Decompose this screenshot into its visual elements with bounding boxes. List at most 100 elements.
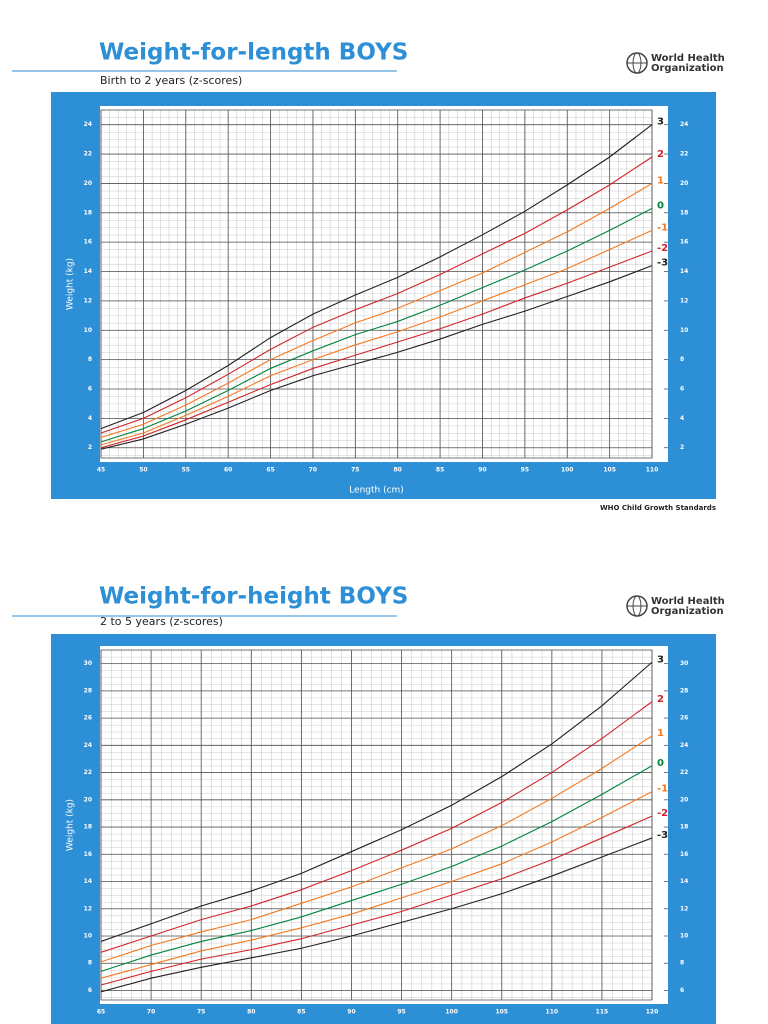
series-line — [100, 815, 653, 986]
x-tick-label: 65 — [266, 467, 274, 474]
y-tick-label-right: 14 — [680, 268, 688, 275]
y-tick-label-right: 8 — [680, 960, 684, 967]
y-tick-label-right: 16 — [680, 851, 688, 858]
x-tick-label: 80 — [247, 1009, 255, 1016]
chart-subtitle: 2 to 5 years (z-scores) — [100, 615, 223, 628]
chart-title: Weight-for-length BOYS — [99, 40, 408, 66]
y-tick-label-right: 4 — [680, 415, 684, 422]
y-tick-label: 6 — [88, 385, 92, 392]
x-tick-label: 55 — [182, 467, 190, 474]
x-tick-label: 90 — [478, 467, 486, 474]
series-line — [100, 837, 653, 993]
series-label: 2 — [657, 149, 664, 160]
y-axis-label: Weight (kg) — [66, 258, 76, 310]
plot-border — [100, 649, 653, 1001]
x-tick-label: 105 — [495, 1009, 508, 1016]
minor-grid — [101, 650, 652, 1000]
y-tick-label-right: 22 — [680, 769, 688, 776]
x-tick-label: 65 — [97, 1009, 105, 1016]
chart-title: Weight-for-height BOYS — [99, 584, 408, 610]
series-label: -3 — [657, 258, 668, 269]
y-tick-label: 8 — [88, 960, 92, 967]
series-line — [100, 156, 653, 434]
y-tick-label-right: 6 — [680, 987, 684, 994]
y-tick-label: 2 — [88, 444, 92, 451]
series-label: 0 — [657, 200, 664, 211]
org-name: World Health — [651, 596, 725, 607]
y-tick-label-right: 20 — [680, 180, 688, 187]
y-tick-label-right: 30 — [680, 660, 688, 667]
y-tick-label-right: 24 — [680, 742, 688, 749]
y-tick-label-right: 14 — [680, 878, 688, 885]
org-name: World Health — [651, 53, 725, 64]
y-tick-label: 26 — [84, 715, 92, 722]
series-line — [100, 124, 653, 430]
x-tick-label: 120 — [646, 1009, 659, 1016]
series-label: 2 — [657, 694, 664, 705]
y-tick-label: 14 — [84, 878, 92, 885]
y-tick-label: 24 — [84, 121, 92, 128]
y-tick-label-right: 18 — [680, 209, 688, 216]
x-tick-label: 75 — [197, 1009, 205, 1016]
series-line — [100, 229, 653, 446]
y-tick-label-right: 12 — [680, 297, 688, 304]
x-tick-label: 105 — [603, 467, 616, 474]
y-tick-label: 8 — [88, 356, 92, 363]
series-line — [100, 265, 653, 450]
y-tick-label: 28 — [84, 687, 92, 694]
series-line — [100, 661, 653, 942]
org-name: Organization — [651, 606, 724, 617]
x-tick-label: 115 — [596, 1009, 609, 1016]
series-label: -2 — [657, 808, 668, 819]
x-tick-label: 50 — [139, 467, 147, 474]
x-axis-label: Length (cm) — [349, 486, 404, 496]
x-tick-label: 110 — [546, 1009, 559, 1016]
y-tick-label: 20 — [84, 796, 92, 803]
series-label: 1 — [657, 175, 664, 186]
chart-subtitle: Birth to 2 years (z-scores) — [100, 74, 242, 87]
series-label: -2 — [657, 243, 668, 254]
series-line — [100, 701, 653, 953]
y-tick-label-right: 8 — [680, 356, 684, 363]
y-tick-label: 20 — [84, 180, 92, 187]
y-tick-label: 6 — [88, 987, 92, 994]
y-tick-label: 14 — [84, 268, 92, 275]
y-tick-label: 24 — [84, 742, 92, 749]
x-tick-label: 85 — [436, 467, 444, 474]
y-tick-label-right: 6 — [680, 385, 684, 392]
y-tick-label-right: 20 — [680, 796, 688, 803]
org-name: Organization — [651, 63, 724, 74]
series-label: -1 — [657, 222, 668, 233]
x-tick-label: 70 — [147, 1009, 155, 1016]
series-line — [100, 182, 653, 438]
y-tick-label: 16 — [84, 239, 92, 246]
y-tick-label: 18 — [84, 824, 92, 831]
x-tick-label: 100 — [445, 1009, 458, 1016]
x-tick-label: 110 — [646, 467, 659, 474]
series-label: -3 — [657, 830, 668, 841]
series-line — [100, 207, 653, 443]
series-label: 3 — [657, 117, 664, 128]
series-label: 0 — [657, 758, 664, 769]
series-line — [100, 250, 653, 449]
x-tick-label: 70 — [309, 467, 317, 474]
x-tick-label: 45 — [97, 467, 105, 474]
y-tick-label-right: 10 — [680, 327, 688, 334]
series-line — [100, 765, 653, 972]
series-line — [100, 791, 653, 979]
y-tick-label: 12 — [84, 905, 92, 912]
series-label: 3 — [657, 654, 664, 665]
plot-border — [100, 109, 653, 459]
y-tick-label: 16 — [84, 851, 92, 858]
y-tick-label-right: 12 — [680, 905, 688, 912]
y-tick-label: 18 — [84, 209, 92, 216]
x-tick-label: 85 — [297, 1009, 305, 1016]
y-tick-label-right: 28 — [680, 687, 688, 694]
y-tick-label-right: 18 — [680, 824, 688, 831]
y-tick-label-right: 2 — [680, 444, 684, 451]
y-tick-label: 4 — [88, 415, 92, 422]
y-tick-label: 12 — [84, 297, 92, 304]
x-tick-label: 95 — [521, 467, 529, 474]
y-tick-label-right: 10 — [680, 932, 688, 939]
